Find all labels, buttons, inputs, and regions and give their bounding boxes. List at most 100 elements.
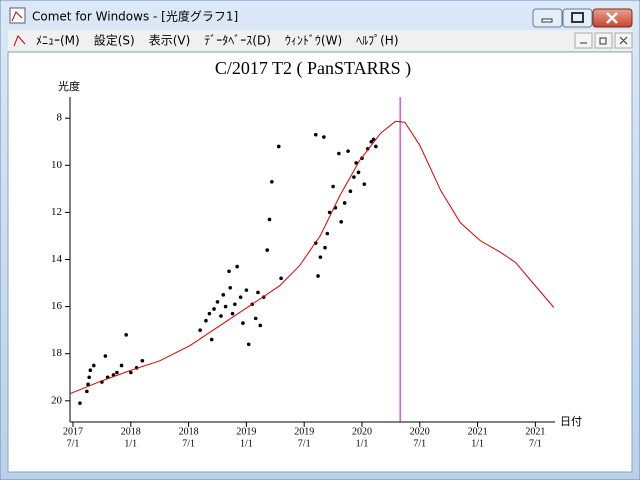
observation-point xyxy=(235,264,239,269)
y-tick-label: 12 xyxy=(51,206,62,218)
y-tick-label: 8 xyxy=(57,112,63,124)
observation-point xyxy=(374,144,378,149)
minimize-button[interactable] xyxy=(532,8,563,28)
x-tick-date: 1/1 xyxy=(240,438,253,449)
minimize-glyph xyxy=(541,18,553,23)
y-tick-label: 14 xyxy=(51,253,63,265)
x-tick-date: 1/1 xyxy=(124,438,137,449)
x-tick-year: 2020 xyxy=(352,426,372,437)
child-glyphs xyxy=(580,36,628,45)
child-minimize[interactable] xyxy=(574,32,593,49)
observation-point xyxy=(219,314,223,318)
observation-point xyxy=(356,170,361,175)
y-tick-label: 20 xyxy=(51,394,63,406)
x-tick-year: 2021 xyxy=(468,426,488,437)
observation-point xyxy=(212,307,216,311)
x-tick-year: 2021 xyxy=(525,426,545,437)
x-tick-date: 1/1 xyxy=(356,438,369,449)
observation-point xyxy=(88,368,93,372)
chart-title: C/2017 T2 ( PanSTARRS ) xyxy=(215,58,411,79)
y-tick-label: 16 xyxy=(51,300,63,312)
observation-point xyxy=(267,217,272,222)
maximize-glyph xyxy=(571,12,584,23)
observation-point xyxy=(316,274,320,278)
observation-point xyxy=(348,189,353,194)
child-restore[interactable] xyxy=(594,32,613,49)
app-icon xyxy=(9,7,26,24)
observation-point xyxy=(246,342,251,347)
observation-point xyxy=(221,293,226,297)
maximize-button[interactable] xyxy=(562,8,593,28)
menu-bar xyxy=(8,30,632,51)
x-tick-date: 7/1 xyxy=(67,438,80,449)
x-tick-year: 2017 xyxy=(63,426,83,437)
observation-point xyxy=(86,382,90,387)
menu-item[interactable]: ﾃﾞｰﾀﾍﾞｰｽ(D) xyxy=(204,34,271,48)
observation-point xyxy=(124,333,128,337)
x-tick-year: 2018 xyxy=(179,426,199,437)
menu-item[interactable]: ﾍﾙﾌﾟ(H) xyxy=(356,34,398,48)
observation-point xyxy=(318,255,323,259)
observation-point xyxy=(87,375,91,380)
x-tick-year: 2019 xyxy=(294,426,314,437)
observation-point xyxy=(342,201,347,205)
observation-point xyxy=(228,285,233,290)
observation-point xyxy=(230,311,235,316)
observation-point xyxy=(241,321,245,325)
observation-point xyxy=(119,363,124,368)
close-glyph xyxy=(606,12,618,24)
x-tick-date: 7/1 xyxy=(529,438,542,449)
observation-point xyxy=(78,401,82,405)
observation-point xyxy=(346,149,350,153)
observation-point xyxy=(270,179,274,184)
observation-point xyxy=(323,245,327,250)
observation-point xyxy=(85,389,89,394)
x-axis-label: 日付 xyxy=(560,415,582,428)
observation-point xyxy=(325,231,330,236)
observation-point xyxy=(92,363,96,368)
menu-item[interactable]: 表示(V) xyxy=(149,34,191,48)
x-tick-date: 1/1 xyxy=(471,438,484,449)
x-tick-date: 7/1 xyxy=(413,438,426,449)
observation-point xyxy=(279,276,283,281)
observation-point xyxy=(215,300,220,304)
observation-point xyxy=(362,182,367,186)
window-title: Comet for Windows - [光度グラフ1] xyxy=(32,9,238,24)
light-curve xyxy=(69,120,555,395)
y-tick-label: 10 xyxy=(51,159,63,171)
observation-point xyxy=(313,132,318,137)
observation-point xyxy=(227,269,231,274)
observation-point xyxy=(258,323,263,328)
child-icon xyxy=(13,35,26,47)
observation-point xyxy=(276,144,281,149)
observation-point xyxy=(223,304,228,309)
observation-point xyxy=(198,328,202,332)
observation-point xyxy=(371,137,376,142)
observation-point xyxy=(244,288,249,292)
menu-item[interactable]: ﾒﾆｭｰ(M) xyxy=(36,34,80,48)
x-tick-year: 2018 xyxy=(121,426,141,437)
observation-point xyxy=(265,248,270,252)
observation-point xyxy=(339,220,343,224)
x-tick-date: 7/1 xyxy=(182,438,195,449)
observation-point xyxy=(256,290,260,295)
observation-point xyxy=(115,370,119,375)
observation-point xyxy=(337,151,341,156)
y-tick-label: 18 xyxy=(51,347,63,359)
app-icon-glyph xyxy=(11,11,23,22)
x-tick-year: 2020 xyxy=(410,426,430,437)
observation-point xyxy=(253,316,258,321)
menu-item[interactable]: ｳｨﾝﾄﾞｳ(W) xyxy=(285,34,342,48)
observation-point xyxy=(369,139,374,144)
observation-point xyxy=(233,302,237,307)
observation-point xyxy=(209,337,214,342)
menu-item[interactable]: 設定(S) xyxy=(94,33,135,48)
observation-point xyxy=(238,295,243,299)
observation-point xyxy=(322,135,326,139)
observation-point xyxy=(207,311,212,316)
observation-point xyxy=(129,370,133,375)
observation-point xyxy=(103,354,108,358)
observation-point xyxy=(140,358,145,363)
x-tick-year: 2019 xyxy=(236,426,256,437)
